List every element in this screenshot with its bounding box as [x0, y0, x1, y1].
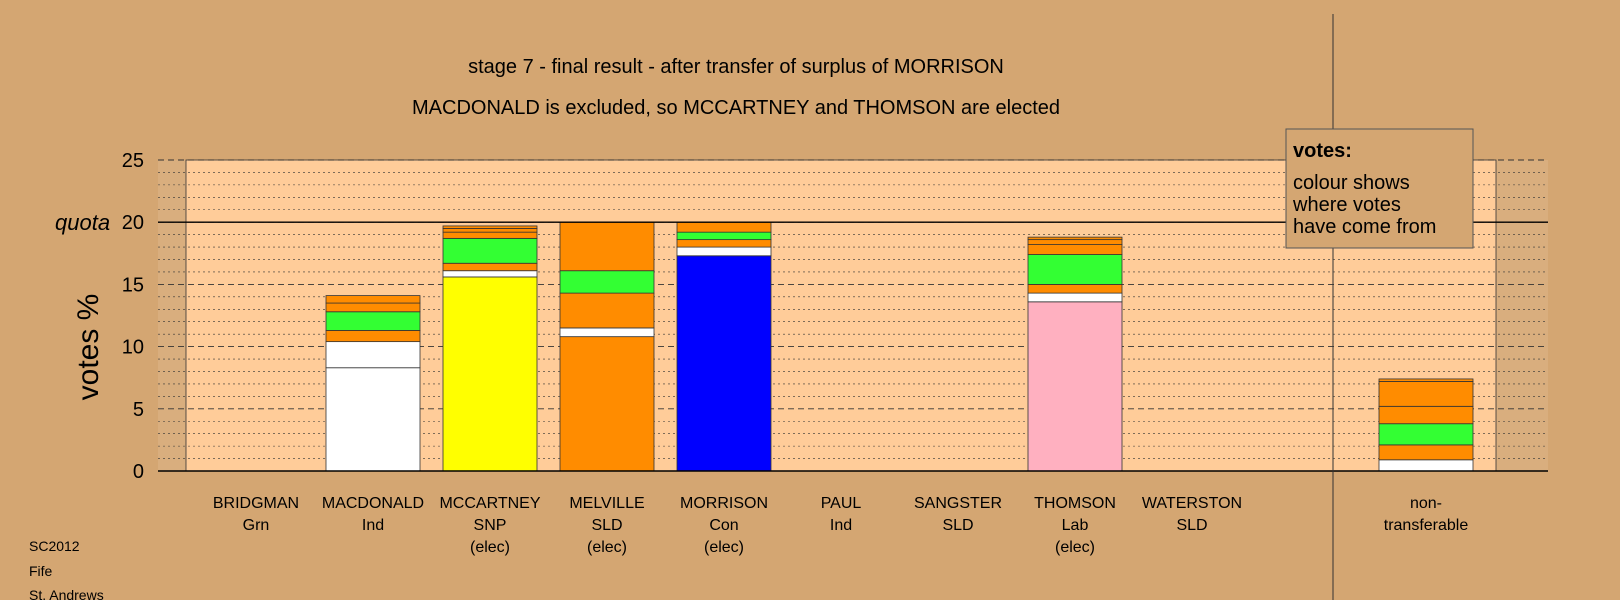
bar-segment — [442, 228, 538, 233]
bar-segment — [1027, 301, 1123, 472]
bar-segment — [559, 221, 655, 272]
candidate-party: SNP — [474, 517, 507, 534]
bar-segment — [325, 367, 421, 472]
candidate-party: SLD — [1176, 517, 1207, 534]
legend-title: votes: — [1293, 140, 1352, 162]
bar-segment — [1027, 283, 1123, 294]
y-tick-label: 15 — [122, 274, 144, 296]
bar-nontransferable — [1378, 378, 1474, 472]
candidate-status: (elec) — [704, 539, 744, 556]
bar-segment — [1027, 236, 1123, 241]
legend-line: where votes — [1292, 194, 1401, 216]
bar-segment — [676, 239, 772, 248]
candidate-status: (elec) — [470, 539, 510, 556]
legend: votes: colour shows where votes have com… — [1285, 128, 1474, 249]
bar-segment — [676, 221, 772, 233]
bar-segment — [1027, 254, 1123, 285]
candidate-name: BRIDGMAN — [213, 495, 299, 512]
candidate-name: WATERSTON — [1142, 495, 1242, 512]
bar-segment — [1378, 423, 1474, 446]
candidate-party: SLD — [942, 517, 973, 534]
quota-label: quota — [55, 210, 110, 235]
candidate-name: MACDONALD — [322, 495, 424, 512]
legend-line: colour shows — [1293, 172, 1410, 194]
bar-segment — [442, 237, 538, 264]
bar-segment — [1027, 292, 1123, 303]
bar-melville — [559, 221, 655, 472]
y-axis-label: votes % — [72, 294, 105, 401]
nontransferable-label: non- — [1410, 495, 1442, 512]
footer-council: Fife — [29, 563, 53, 579]
bar-segment — [559, 270, 655, 294]
candidate-name: SANGSTER — [914, 495, 1002, 512]
bar-segment — [559, 336, 655, 472]
candidate-party: Lab — [1062, 517, 1089, 534]
y-tick-label: 10 — [122, 337, 144, 359]
bar-segment — [325, 302, 421, 313]
bar-segment — [442, 270, 538, 278]
bar-segment — [442, 262, 538, 272]
bar-segment — [676, 246, 772, 257]
candidate-party: Grn — [243, 517, 270, 534]
bar-segment — [676, 255, 772, 472]
y-tick-label: 20 — [122, 212, 144, 234]
candidate-name: PAUL — [821, 495, 862, 512]
candidate-status: (elec) — [587, 539, 627, 556]
bar-segment — [559, 327, 655, 338]
bar-segment — [1378, 378, 1474, 382]
candidate-status: (elec) — [1055, 539, 1095, 556]
bar-segment — [559, 292, 655, 329]
chart-title: stage 7 - final result - after transfer … — [468, 56, 1004, 78]
y-tick-label: 5 — [133, 399, 144, 421]
y-tick-label: 25 — [122, 150, 144, 172]
bar-segment — [442, 225, 538, 229]
candidate-party: SLD — [591, 517, 622, 534]
candidate-name: MELVILLE — [569, 495, 644, 512]
footer-ward: St. Andrews — [29, 587, 104, 600]
bar-segment — [1378, 381, 1474, 407]
bar-segment — [1378, 444, 1474, 461]
bar-segment — [325, 341, 421, 369]
legend-line: have come from — [1293, 216, 1436, 238]
candidate-name: MCCARTNEY — [439, 495, 540, 512]
candidate-name: MORRISON — [680, 495, 768, 512]
candidate-name: THOMSON — [1034, 495, 1116, 512]
bar-segment — [325, 311, 421, 331]
bar-segment — [1027, 239, 1123, 245]
bar-segment — [676, 231, 772, 241]
nontransferable-label: transferable — [1384, 517, 1469, 534]
bar-segment — [442, 231, 538, 239]
bar-segment — [325, 295, 421, 304]
y-tick-label: 0 — [133, 461, 144, 483]
bar-morrison — [676, 221, 772, 472]
candidate-party: Con — [709, 517, 738, 534]
bar-segment — [1378, 405, 1474, 425]
bar-segment — [1378, 459, 1474, 472]
bar-mccartney — [442, 225, 538, 472]
bar-segment — [1027, 244, 1123, 255]
bar-segment — [325, 330, 421, 343]
chart-subtitle: MACDONALD is excluded, so MCCARTNEY and … — [412, 97, 1060, 119]
bar-thomson — [1027, 236, 1123, 472]
bar-macdonald — [325, 295, 421, 472]
footer-election: SC2012 — [29, 538, 80, 554]
bar-segment — [442, 276, 538, 472]
candidate-party: Ind — [830, 517, 852, 534]
candidate-party: Ind — [362, 517, 384, 534]
